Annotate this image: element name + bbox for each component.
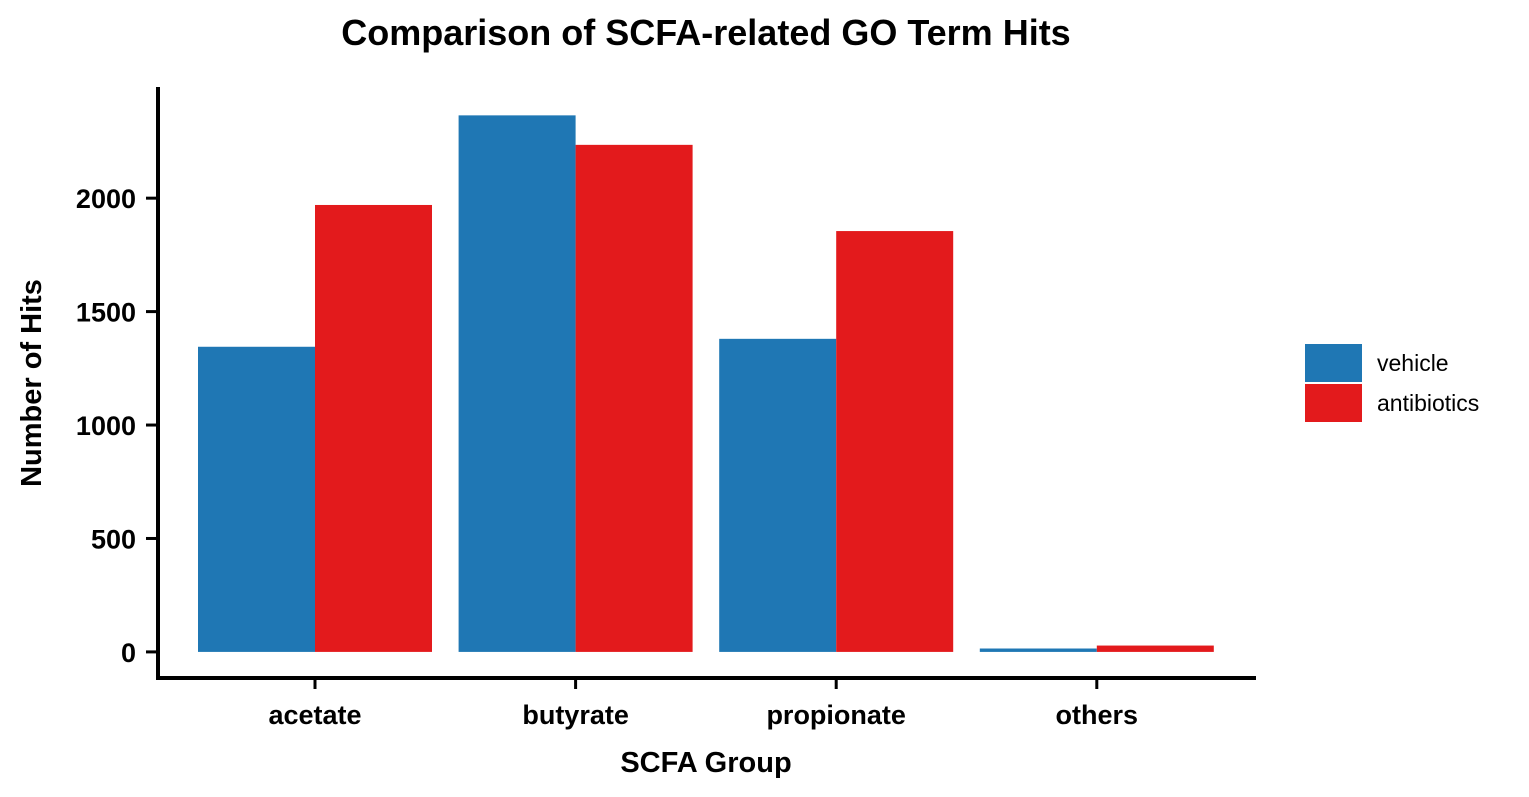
y-tick-label: 1500	[76, 298, 136, 328]
bar-butyrate-antibiotics	[575, 144, 693, 652]
y-ticks-group: 0 500 1000 1500 2000	[76, 184, 158, 668]
legend-label-vehicle: vehicle	[1377, 350, 1449, 376]
bar-butyrate-vehicle	[458, 115, 576, 652]
x-tick-label: propionate	[766, 700, 906, 730]
legend-swatch-antibiotics	[1305, 384, 1362, 422]
bar-propionate-vehicle	[719, 338, 837, 652]
y-tick-label: 1000	[76, 411, 136, 441]
bar-others-antibiotics	[1096, 645, 1214, 652]
x-ticks-group: acetate butyrate propionate others	[268, 678, 1138, 730]
bar-others-vehicle	[979, 648, 1097, 652]
y-axis-label: Number of Hits	[16, 279, 48, 487]
legend-label-antibiotics: antibiotics	[1377, 390, 1479, 416]
legend: vehicle antibiotics	[1305, 344, 1479, 422]
y-tick-label: 500	[91, 524, 136, 554]
bar-propionate-antibiotics	[836, 231, 954, 652]
y-tick-label: 0	[121, 638, 136, 668]
bar-acetate-antibiotics	[315, 204, 432, 652]
chart-title: Comparison of SCFA-related GO Term Hits	[341, 12, 1070, 53]
legend-swatch-vehicle	[1305, 344, 1362, 382]
x-tick-label: others	[1056, 700, 1139, 730]
y-tick-label: 2000	[76, 184, 136, 214]
x-axis-label: SCFA Group	[620, 747, 791, 779]
x-tick-label: butyrate	[522, 700, 629, 730]
bars-group	[198, 115, 1214, 652]
x-tick-label: acetate	[268, 700, 361, 730]
bar-acetate-vehicle	[198, 346, 315, 652]
